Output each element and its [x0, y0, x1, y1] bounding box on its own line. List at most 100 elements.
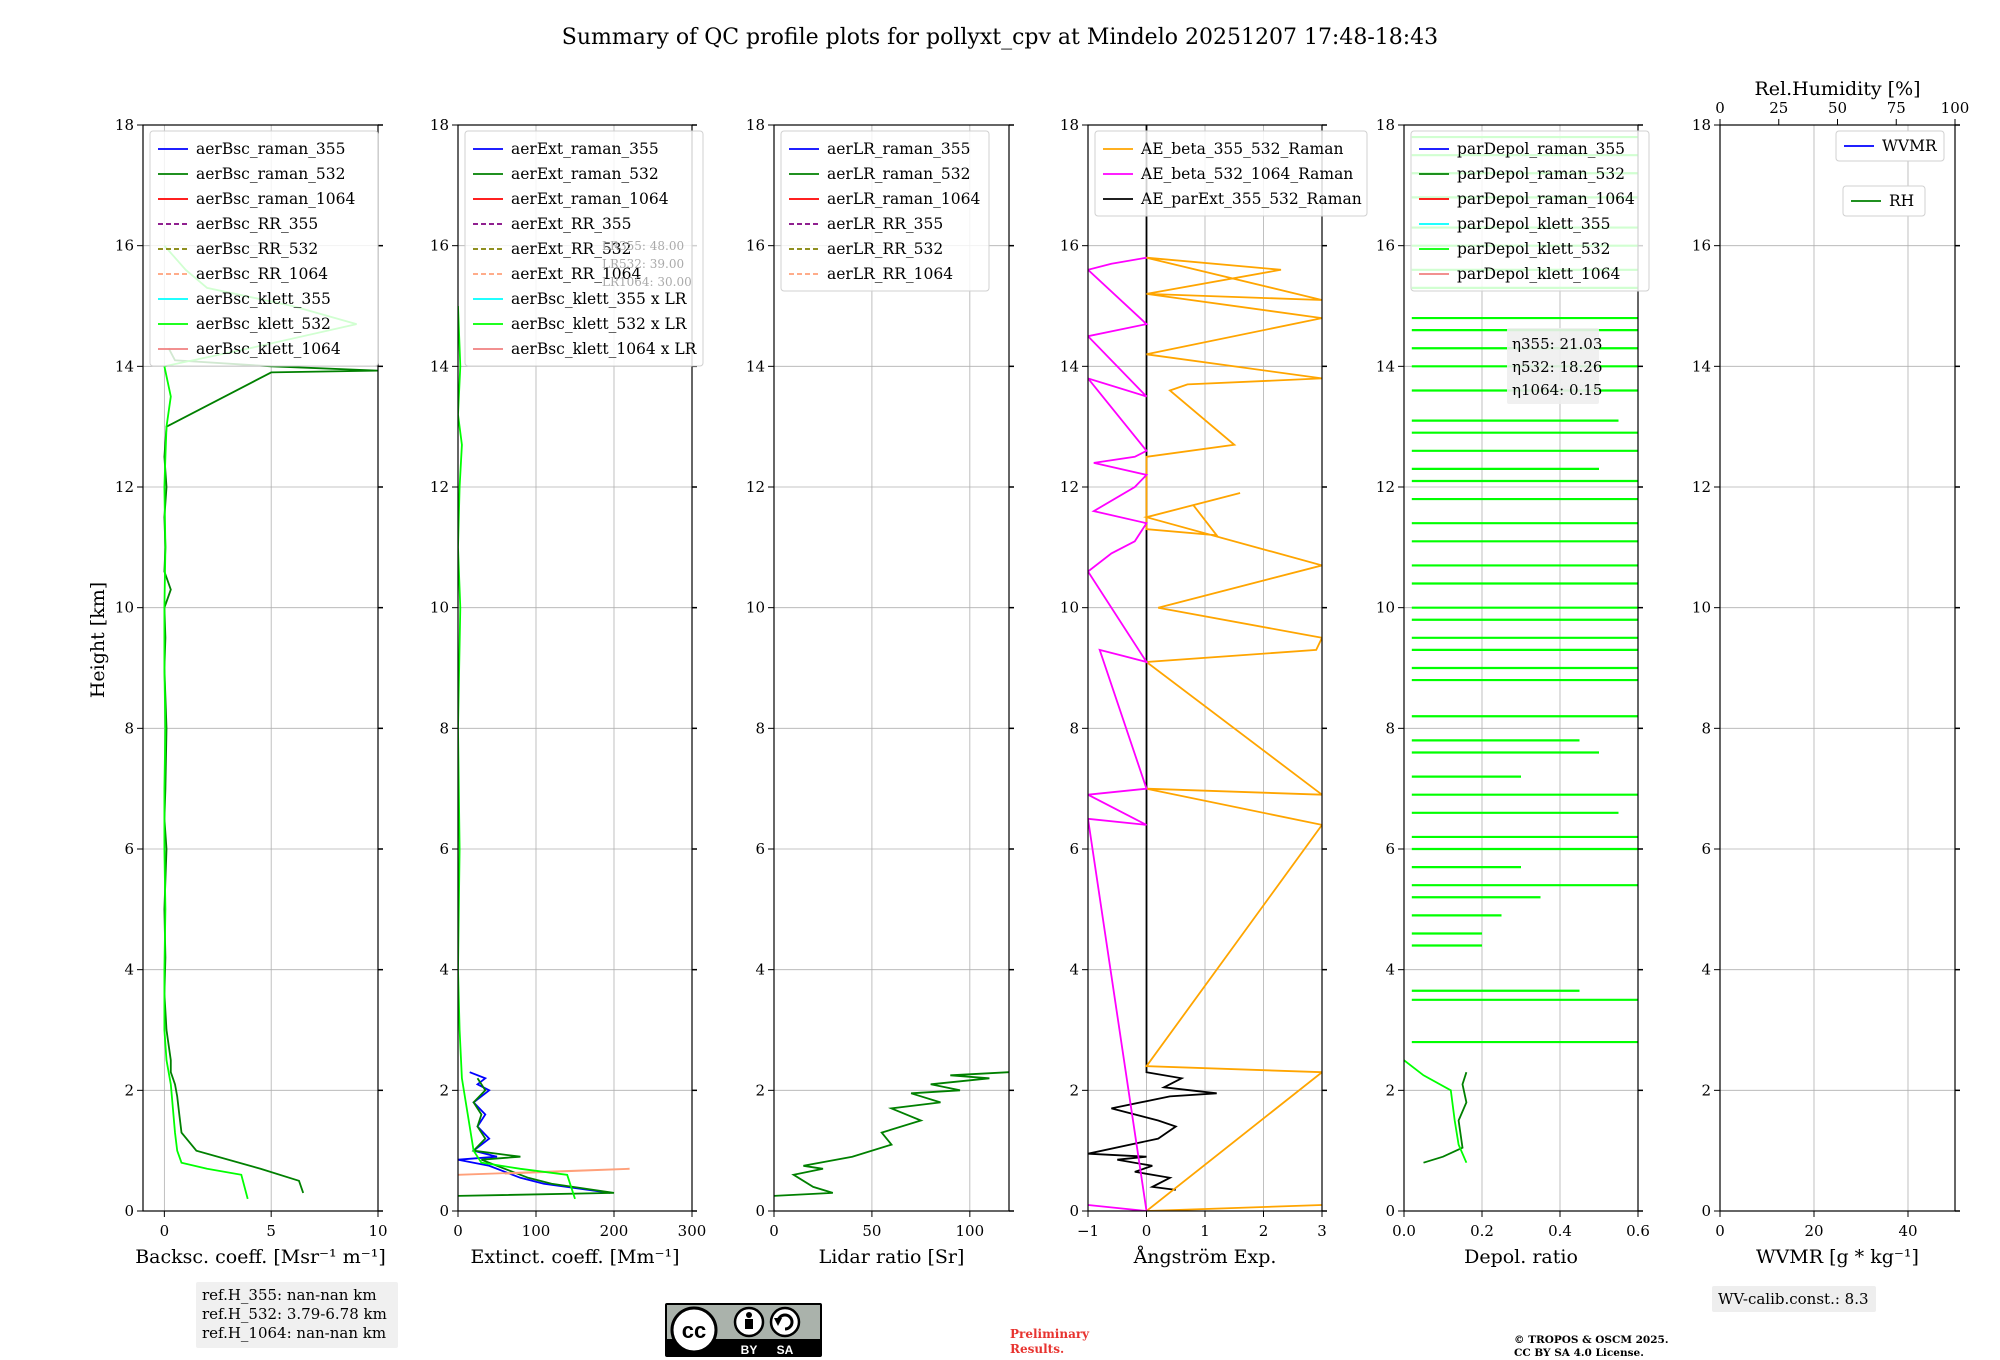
x-tick-label: 3 — [1317, 1222, 1327, 1240]
ref-height-1064: ref.H_1064: nan-nan km — [202, 1324, 386, 1342]
y-tick-label: 0 — [1701, 1202, 1711, 1220]
legend-label: aerLR_raman_1064 — [827, 190, 980, 208]
y-tick-label: 6 — [755, 840, 765, 858]
x2-tick-label: 25 — [1769, 99, 1788, 117]
eta-note: η532: 18.26 — [1512, 358, 1602, 376]
y-tick-label: 10 — [115, 599, 134, 617]
panel-lr: 0 2 4 6 8 10 12 14 16 18 0 50 100 Lidar ratio [Sr] aer… — [746, 116, 1014, 1268]
y-tick-label: 2 — [1385, 1081, 1395, 1099]
legend-label: aerExt_raman_355 — [511, 140, 659, 158]
x-tick-label: 0.0 — [1392, 1222, 1416, 1240]
y-tick-label: 14 — [115, 357, 134, 375]
y-tick-label: 4 — [439, 961, 449, 979]
preliminary-line-2: Results. — [1010, 1342, 1064, 1356]
series-aerBsc_klett_532 — [163, 245, 357, 1200]
x-tick-label: 0.6 — [1626, 1222, 1650, 1240]
y-tick-label: 16 — [1692, 237, 1711, 255]
y-tick-label: 8 — [1385, 719, 1395, 737]
legend-label: RH — [1889, 192, 1914, 210]
y-tick-label: 10 — [1692, 599, 1711, 617]
y-tick-label: 6 — [124, 840, 134, 858]
x-tick-label: 200 — [600, 1222, 629, 1240]
series-AE_beta_355_532_Raman — [1143, 256, 1322, 1211]
y-tick-label: 18 — [1376, 116, 1395, 134]
legend-label: aerBsc_klett_1064 — [196, 340, 341, 358]
y-tick-label: 4 — [1069, 961, 1079, 979]
y-tick-label: 16 — [746, 237, 765, 255]
legend-box — [780, 130, 990, 292]
y-tick-label: 10 — [430, 599, 449, 617]
cc-license-badge[interactable]: cc BY SA — [665, 1303, 822, 1357]
x-axis-label: Extinct. coeff. [Mm⁻¹] — [470, 1246, 679, 1268]
cc-logo-text: cc — [682, 1318, 706, 1343]
series-group — [458, 305, 630, 1200]
y-tick-label: 18 — [115, 116, 134, 134]
y-tick-label: 0 — [1385, 1202, 1395, 1220]
ref-height-532: ref.H_532: 3.79-6.78 km — [202, 1305, 387, 1323]
x2-axis-label: Rel.Humidity [%] — [1754, 78, 1920, 100]
legend-box — [464, 130, 704, 367]
series-aerBsc_klett_532 x LR — [458, 305, 576, 1200]
y-tick-label: 2 — [124, 1081, 134, 1099]
y-tick-label: 12 — [1376, 478, 1395, 496]
y-tick-label: 0 — [124, 1202, 134, 1220]
legend-label: aerExt_RR_532 — [511, 240, 632, 258]
x-tick-label: −1 — [1077, 1222, 1099, 1240]
lr-note: LR1064: 30.00 — [602, 275, 692, 289]
series-group — [1088, 125, 1322, 1211]
x-tick-label: 300 — [678, 1222, 707, 1240]
series-parDepol_raman_532 — [1423, 1071, 1468, 1164]
x2-tick-label: 75 — [1887, 99, 1906, 117]
x-tick-label: 0 — [1142, 1222, 1152, 1240]
y-axis-label: Height [km] — [87, 582, 109, 698]
y-tick-label: 16 — [430, 237, 449, 255]
y-tick-label: 6 — [439, 840, 449, 858]
legend-label: parDepol_raman_355 — [1457, 140, 1625, 158]
y-tick-label: 12 — [430, 478, 449, 496]
y-tick-label: 14 — [746, 357, 765, 375]
eta-note: η1064: 0.15 — [1512, 381, 1602, 399]
legend-label: parDepol_klett_1064 — [1457, 265, 1620, 283]
x-tick-label: 0 — [160, 1222, 170, 1240]
legend-label: parDepol_raman_532 — [1457, 165, 1625, 183]
eta-note: η355: 21.03 — [1512, 335, 1602, 353]
y-tick-label: 6 — [1701, 840, 1711, 858]
y-tick-label: 12 — [1692, 478, 1711, 496]
legend-box — [149, 130, 379, 367]
legend-label: parDepol_raman_1064 — [1457, 190, 1635, 208]
axes-frame — [142, 124, 379, 1212]
x-tick-label: 1 — [1200, 1222, 1210, 1240]
cc-by-label: BY — [741, 1343, 758, 1357]
copyright-line-1: © TROPOS & OSCM 2025. — [1514, 1334, 1669, 1346]
legend-label: aerExt_raman_532 — [511, 165, 659, 183]
y-tick-label: 2 — [755, 1081, 765, 1099]
copyright-line-2: CC BY SA 4.0 License. — [1514, 1347, 1644, 1359]
y-tick-label: 16 — [115, 237, 134, 255]
legend-label: AE_beta_532_1064_Raman — [1140, 165, 1353, 183]
legend-label: aerBsc_klett_532 — [196, 315, 331, 333]
legend-label: aerLR_raman_532 — [827, 165, 970, 183]
y-tick-label: 0 — [755, 1202, 765, 1220]
y-tick-label: 10 — [746, 599, 765, 617]
x2-tick-label: 50 — [1828, 99, 1847, 117]
legend-label: aerExt_raman_1064 — [511, 190, 669, 208]
panel-ext: 0 2 4 6 8 10 12 14 16 18 0 100 200 300 Extinct. coeff.… — [430, 116, 706, 1268]
y-tick-label: 6 — [1069, 840, 1079, 858]
series-AE_beta_532_1064_Raman — [1088, 256, 1149, 1211]
series-group — [774, 1071, 1009, 1197]
y-tick-label: 4 — [1385, 961, 1395, 979]
y-tick-label: 4 — [1701, 961, 1711, 979]
ref-height-box: ref.H_355: nan-nan km ref.H_532: 3.79-6.… — [196, 1282, 398, 1348]
x-tick-label: 0 — [769, 1222, 779, 1240]
x-tick-label: 50 — [862, 1222, 881, 1240]
cc-sa-label: SA — [777, 1343, 794, 1357]
legend-label: aerBsc_RR_532 — [196, 240, 318, 258]
x-tick-label: 2 — [1259, 1222, 1269, 1240]
x-axis-label: Ångström Exp. — [1133, 1246, 1277, 1268]
y-tick-label: 14 — [1376, 357, 1395, 375]
preliminary-line-1: Preliminary — [1010, 1327, 1090, 1341]
